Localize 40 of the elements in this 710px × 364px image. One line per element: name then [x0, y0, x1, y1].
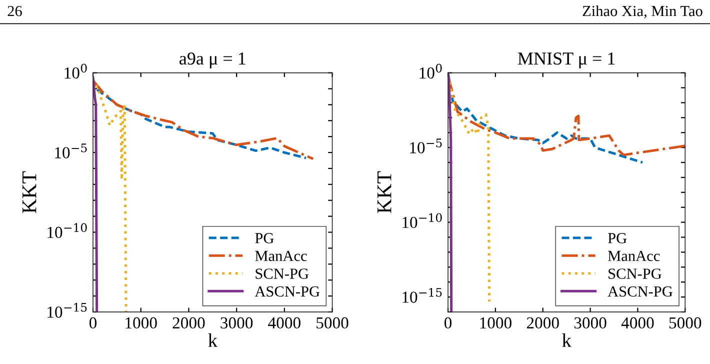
text: Zihao Xia, Min Tao — [582, 5, 702, 18]
x-tick-label: 1000 — [126, 317, 157, 329]
line-series — [448, 74, 686, 156]
legend-label: SCN-PG — [608, 268, 662, 279]
y-tick-label: 10$^{−5}$ — [410, 138, 442, 154]
y-tick-label: 10$^{0}$ — [64, 64, 87, 79]
y-tick-label: 10$^{−10}$ — [402, 213, 442, 228]
chart-title: a9a μ = 1 — [180, 52, 246, 68]
x-tick-label: 2000 — [172, 317, 205, 329]
x-tick-label: 5000 — [316, 317, 348, 329]
x-tick-label: 0 — [444, 317, 452, 329]
x-tick-label: 4000 — [268, 317, 300, 329]
x-tick-label: 1000 — [480, 317, 512, 329]
legend-label: ASCN-PG — [608, 286, 672, 297]
x-axis-title: k — [562, 333, 572, 347]
y-tick-label: 10$^{−15}$ — [48, 302, 87, 318]
x-tick-label: 3000 — [220, 317, 253, 329]
legend-label: SCN-PG — [256, 268, 309, 279]
line-series — [93, 76, 98, 312]
y-tick-label: 10$^{−15}$ — [402, 288, 442, 303]
legend-label: ASCN-PG — [254, 286, 320, 297]
y-axis-title: KKT — [378, 171, 392, 214]
y-tick-label: 10$^{0}$ — [420, 64, 442, 79]
x-tick-label: 5000 — [669, 317, 702, 329]
x-tick-label: 0 — [89, 317, 97, 329]
text: 26 — [8, 6, 22, 16]
legend-label: ManAcc — [608, 250, 660, 262]
x-tick-label: 4000 — [621, 317, 654, 329]
line-series — [448, 72, 644, 164]
legend-label: ManAcc — [255, 250, 307, 262]
legend-label: PG — [608, 233, 627, 244]
chart-title: MNIST μ = 1 — [518, 52, 615, 68]
line-series — [93, 78, 128, 312]
legend-label: PG — [255, 233, 274, 244]
x-tick-label: 2000 — [526, 317, 559, 329]
x-tick-label: 3000 — [574, 317, 606, 329]
y-tick-label: 10$^{−10}$ — [48, 223, 87, 238]
x-axis-title: k — [208, 333, 218, 347]
y-tick-label: 10$^{−5}$ — [55, 144, 87, 158]
y-axis-title: KKT — [22, 171, 36, 214]
